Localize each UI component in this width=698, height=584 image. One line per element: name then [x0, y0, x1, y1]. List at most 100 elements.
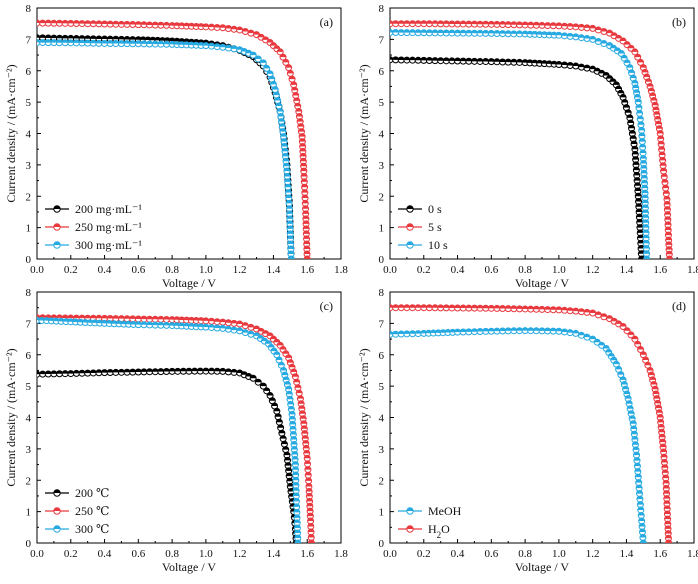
plot-area: [390, 20, 674, 259]
data-point-fill: [572, 330, 579, 334]
data-point-fill: [488, 305, 495, 309]
data-point-fill: [638, 518, 645, 522]
data-point-fill: [291, 441, 298, 445]
data-point-fill: [112, 315, 119, 319]
data-point-fill: [640, 155, 647, 159]
data-point-fill: [306, 498, 313, 502]
data-point-fill: [135, 40, 142, 44]
data-point-fill: [443, 29, 450, 33]
data-point-fill: [300, 153, 307, 157]
data-point-fill: [146, 40, 153, 44]
data-point-fill: [307, 513, 314, 517]
data-point-fill: [645, 78, 652, 82]
data-point-fill: [628, 410, 635, 414]
data-point-fill: [460, 305, 467, 309]
data-point-fill: [539, 327, 545, 331]
data-point-fill: [280, 54, 287, 58]
data-point-fill: [140, 21, 147, 25]
data-point-fill: [578, 64, 585, 68]
x-tick-label: 1.8: [334, 264, 348, 276]
data-point-fill: [277, 108, 284, 112]
data-point-fill: [62, 314, 69, 318]
legend-label: 300 ℃: [75, 522, 109, 536]
data-point-fill: [202, 40, 209, 44]
data-point-fill: [426, 20, 433, 24]
data-point-fill: [261, 338, 268, 342]
data-point-fill: [285, 386, 292, 390]
data-point-fill: [465, 305, 472, 309]
data-point-fill: [291, 446, 298, 450]
data-point-fill: [415, 29, 422, 33]
data-point-fill: [659, 157, 666, 161]
data-point-fill: [635, 99, 642, 103]
y-tick-label: 2: [26, 191, 32, 203]
data-point-fill: [516, 59, 523, 63]
data-point-fill: [636, 496, 643, 500]
data-point-fill: [245, 373, 252, 377]
data-point-fill: [437, 57, 444, 61]
data-point-fill: [287, 245, 294, 249]
data-point-fill: [663, 485, 670, 489]
data-point-fill: [186, 368, 192, 372]
data-point-fill: [398, 304, 405, 308]
data-point-fill: [296, 113, 303, 117]
data-point-fill: [146, 321, 153, 325]
x-tick-label: 0.6: [131, 264, 145, 276]
data-point-fill: [550, 328, 557, 332]
data-point-fill: [287, 230, 294, 234]
data-point-fill: [666, 256, 673, 259]
data-point-fill: [661, 464, 668, 468]
data-point-fill: [664, 206, 671, 210]
data-point-fill: [606, 30, 613, 34]
data-point-fill: [477, 305, 484, 309]
data-point-fill: [561, 61, 568, 65]
data-point-fill: [271, 348, 278, 352]
data-point-fill: [415, 304, 422, 308]
data-point-fill: [299, 410, 306, 414]
data-point-fill: [437, 20, 444, 24]
data-point-fill: [505, 327, 512, 331]
data-point-fill: [615, 366, 622, 370]
data-point-fill: [300, 415, 307, 419]
data-point-fill: [426, 29, 433, 33]
data-point-fill: [273, 45, 280, 49]
data-point-fill: [284, 178, 291, 182]
data-point-fill: [642, 190, 649, 194]
data-point-fill: [282, 59, 289, 63]
data-point-fill: [637, 116, 644, 120]
data-point-fill: [488, 30, 495, 34]
data-point-fill: [613, 81, 620, 85]
data-point-fill: [482, 328, 489, 332]
y-tick-label: 0: [379, 254, 385, 266]
data-point-fill: [62, 35, 69, 39]
data-point-fill: [454, 30, 461, 34]
data-point-fill: [263, 387, 270, 391]
data-point-fill: [236, 46, 243, 50]
data-point-fill: [477, 58, 484, 62]
data-point-fill: [637, 235, 644, 239]
data-point-fill: [638, 127, 645, 131]
data-point-fill: [90, 315, 97, 319]
data-point-fill: [258, 328, 265, 332]
data-point-fill: [214, 24, 221, 28]
data-point-fill: [255, 379, 262, 383]
data-point-fill: [129, 36, 136, 40]
data-point-fill: [268, 76, 275, 80]
data-point-fill: [152, 368, 159, 372]
x-tick-label: 0.8: [165, 548, 179, 560]
data-point-fill: [277, 113, 284, 117]
data-point-fill: [129, 40, 136, 44]
data-point-fill: [302, 210, 309, 214]
data-point-fill: [471, 21, 478, 25]
data-point-fill: [516, 305, 523, 309]
data-point-fill: [611, 32, 618, 36]
legend-marker-fill: [53, 489, 61, 493]
data-point-fill: [510, 21, 517, 25]
data-point-fill: [286, 473, 293, 477]
data-point-fill: [268, 344, 275, 348]
data-point-fill: [589, 66, 596, 70]
data-point-fill: [260, 383, 267, 387]
data-point-fill: [260, 59, 267, 63]
data-point-fill: [253, 31, 260, 35]
